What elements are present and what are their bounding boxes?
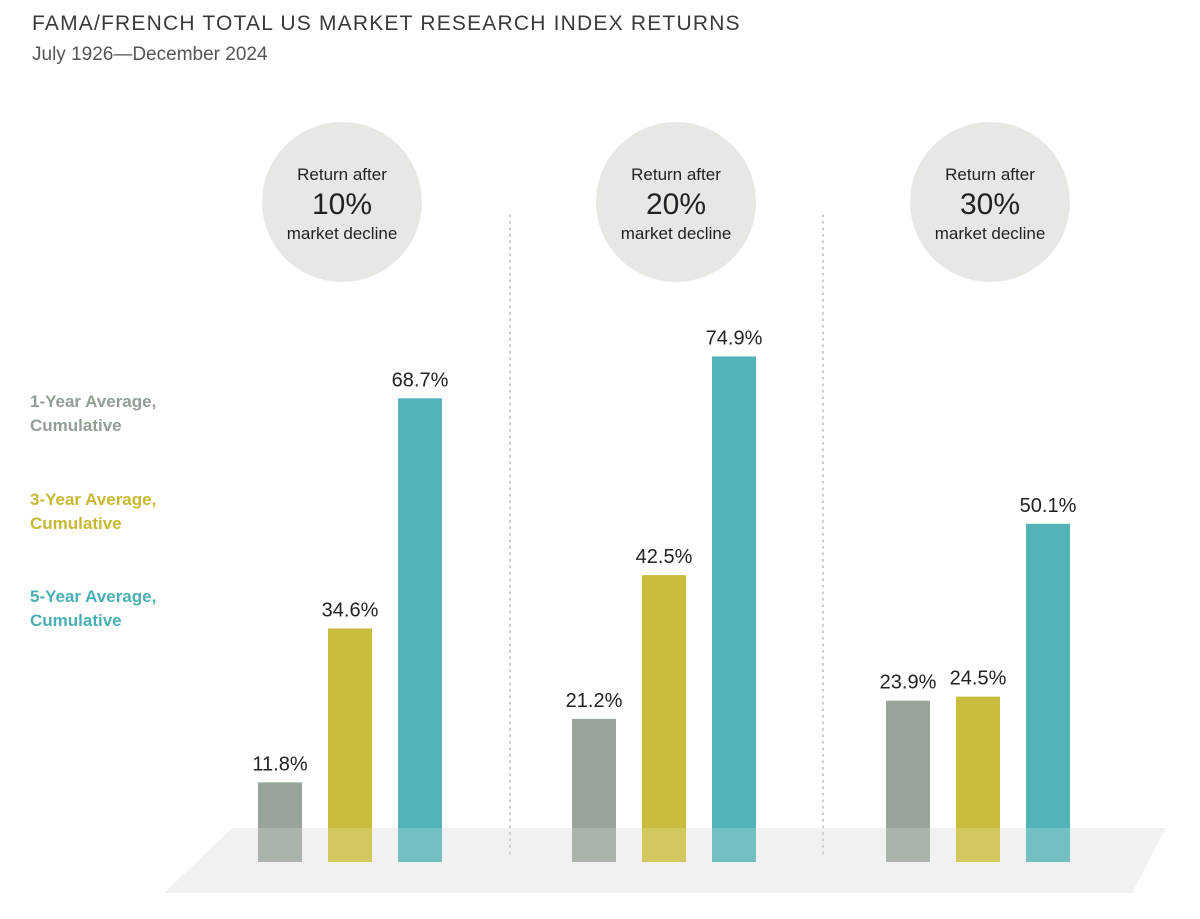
bar-value-label: 74.9%	[706, 327, 763, 349]
legend-label-line1: 1-Year Average,	[30, 392, 157, 411]
bar	[1026, 523, 1070, 862]
chart-subtitle: July 1926—December 2024	[32, 44, 268, 65]
legend-item-5-year: 5-Year Average, Cumulative	[30, 585, 156, 633]
floor-overlay	[164, 828, 1166, 893]
category-circle	[262, 122, 422, 282]
legend-label-line1: 5-Year Average,	[30, 587, 157, 606]
bar	[886, 700, 930, 862]
bar-value-label: 50.1%	[1020, 495, 1077, 517]
bar	[572, 718, 616, 862]
category-label-top: Return after	[631, 165, 721, 184]
category-label-top: Return after	[945, 165, 1035, 184]
category-circle	[596, 122, 756, 282]
category-circle	[910, 122, 1070, 282]
bar-value-label: 42.5%	[636, 546, 693, 568]
bar-value-label: 24.5%	[950, 668, 1007, 690]
bar-value-label: 34.6%	[322, 599, 379, 621]
category-label-top: Return after	[297, 165, 387, 184]
category-label-bottom: market decline	[935, 224, 1046, 243]
category-label-value: 10%	[312, 188, 372, 221]
legend-label-line2: Cumulative	[30, 416, 122, 435]
bar	[258, 782, 302, 862]
bar-value-label: 68.7%	[392, 369, 449, 391]
chart-title: FAMA/FRENCH TOTAL US MARKET RESEARCH IND…	[32, 12, 741, 35]
bar-value-label: 21.2%	[566, 690, 623, 712]
bar	[712, 356, 756, 862]
bar	[956, 696, 1000, 862]
category-label-value: 30%	[960, 188, 1020, 221]
bar-value-label: 23.9%	[880, 672, 937, 694]
bar-value-label: 11.8%	[252, 753, 307, 775]
category-label-bottom: market decline	[287, 224, 398, 243]
category-label-bottom: market decline	[621, 224, 732, 243]
category-label-value: 20%	[646, 188, 706, 221]
bar	[398, 398, 442, 862]
bar	[328, 628, 372, 862]
legend-item-3-year: 3-Year Average, Cumulative	[30, 488, 156, 536]
bar	[642, 575, 686, 862]
legend-item-1-year: 1-Year Average, Cumulative	[30, 390, 156, 438]
legend-label-line2: Cumulative	[30, 514, 122, 533]
legend-label-line2: Cumulative	[30, 611, 122, 630]
legend-label-line1: 3-Year Average,	[30, 490, 157, 509]
